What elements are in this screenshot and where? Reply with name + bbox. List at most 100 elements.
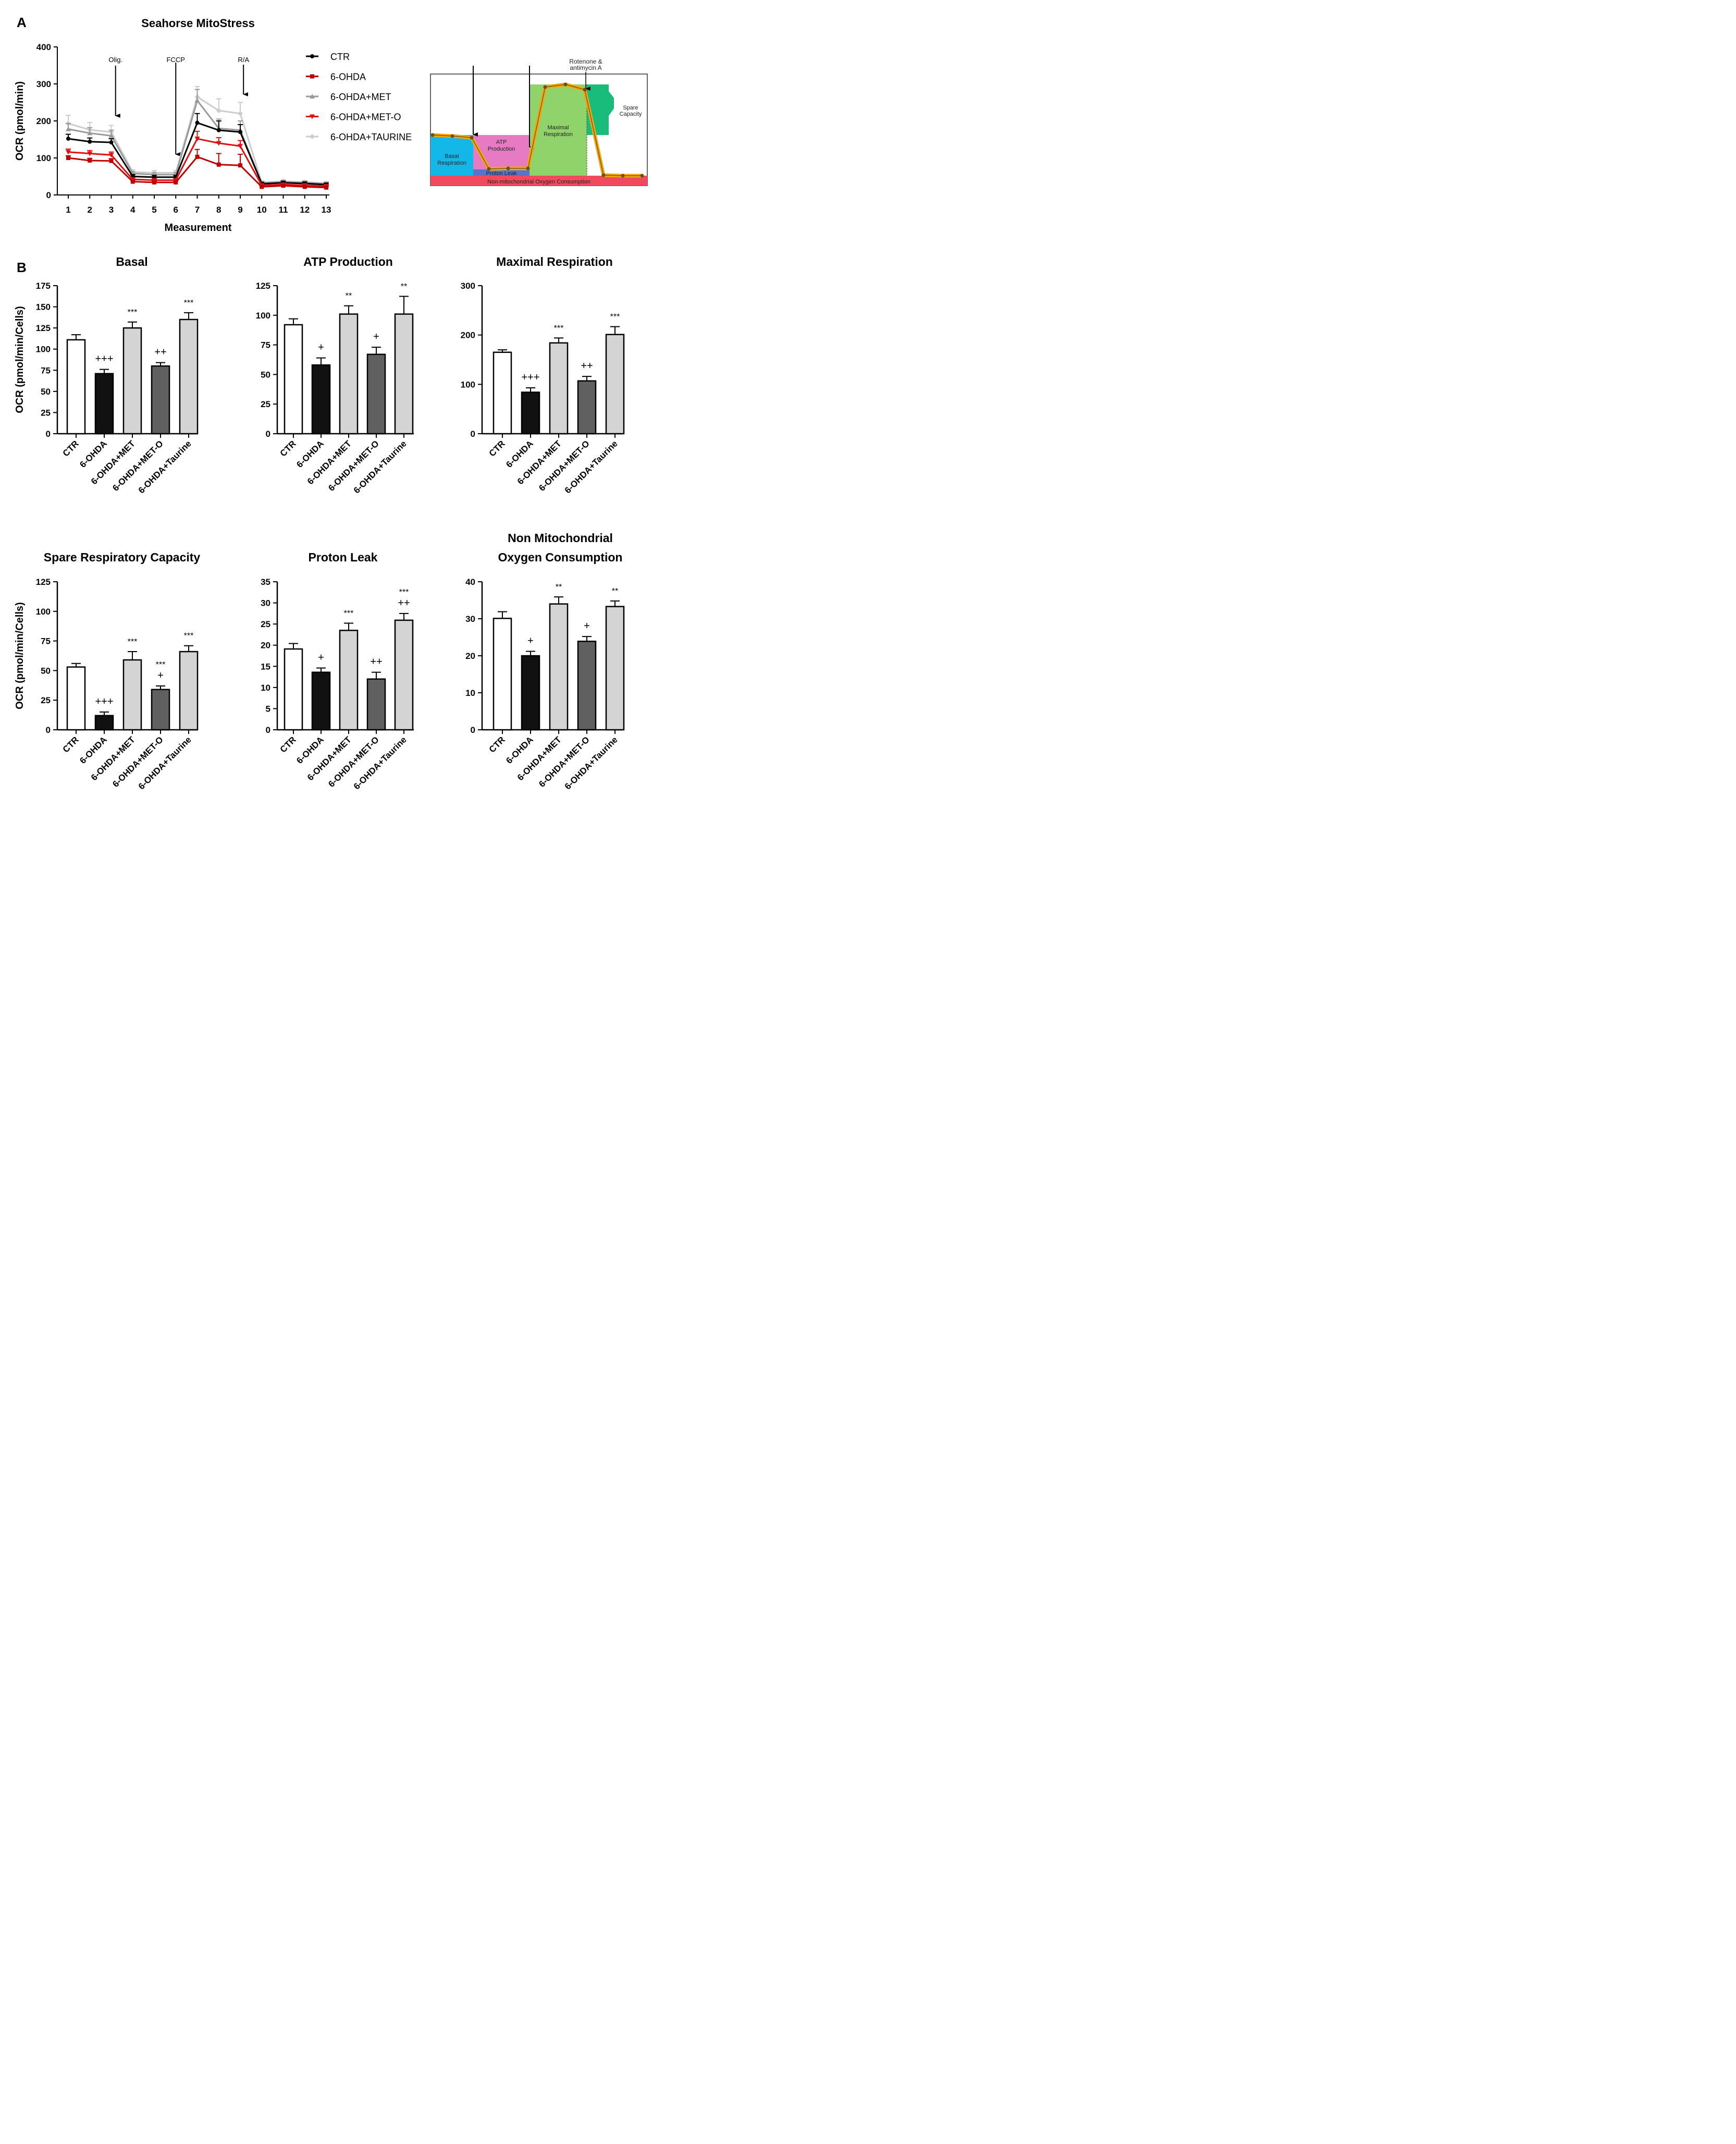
data-point — [310, 114, 315, 119]
non-mito-label: Non-mitochondrial Oxygen Consumption — [487, 179, 590, 185]
y-tick-label: 20 — [465, 651, 475, 661]
trace-point — [640, 174, 644, 178]
bar — [394, 619, 414, 731]
data-point — [87, 151, 93, 156]
atp-production-bar-chart: ATP Production0255075100125CTR+6-OHDA**6… — [256, 255, 414, 495]
y-tick-label: 20 — [261, 641, 270, 651]
category-label: 6-OHDA+MET-O — [537, 734, 592, 789]
data-point — [88, 158, 92, 163]
proton-leak-label: Proton Leak — [486, 170, 517, 177]
x-tick-label: 11 — [279, 205, 288, 215]
significance-label: +++ — [95, 353, 113, 365]
chart-title: Seahorse MitoStress — [141, 17, 255, 30]
y-tick-label: 50 — [261, 370, 270, 379]
bar — [122, 327, 142, 435]
trace-core — [432, 84, 642, 176]
series-line — [68, 138, 327, 187]
annotation-label: R/A — [238, 56, 249, 64]
category-label: 6-OHDA+MET-O — [326, 438, 381, 493]
y-tick-label: 0 — [46, 725, 51, 735]
y-tick-label: 100 — [36, 607, 51, 617]
significance-label: +++ — [95, 696, 113, 707]
y-tick-label: 30 — [465, 614, 475, 624]
data-point — [216, 162, 221, 167]
category-label: 6-OHDA+Taurine — [352, 438, 409, 495]
y-tick-label: 10 — [261, 683, 270, 693]
legend-label: CTR — [330, 52, 350, 62]
bar — [521, 391, 540, 435]
y-tick-label: 75 — [41, 636, 51, 646]
y-tick-label: 25 — [41, 695, 51, 705]
trace-point — [601, 173, 606, 177]
trace-point — [450, 134, 454, 138]
bar — [521, 655, 540, 731]
series-ohda — [66, 149, 329, 190]
data-point — [194, 137, 200, 142]
data-point — [238, 144, 243, 149]
significance-label: + — [157, 670, 164, 681]
basal-bar-chart: Basal 0 25 50 75 100 125 150 175 OCR (pmol/min/Ce… — [14, 255, 199, 495]
y-tick-label: 40 — [465, 577, 475, 587]
y-axis-label: OCR (pmol/min) — [14, 81, 26, 161]
significance-label: ++ — [154, 347, 166, 358]
x-tick-label: 10 — [257, 205, 267, 215]
bar — [605, 334, 625, 435]
significance-label: *** — [128, 308, 138, 317]
category-label: 6-OHDA+MET-O — [110, 438, 165, 493]
data-point — [174, 180, 178, 185]
trace-point — [487, 167, 491, 171]
data-point — [310, 134, 315, 139]
category-label: 6-OHDA+Taurine — [137, 734, 193, 791]
data-point — [238, 163, 242, 168]
significance-label: + — [584, 620, 590, 632]
trace-point — [563, 82, 568, 87]
proton-leak-region — [473, 169, 530, 176]
data-point — [194, 97, 200, 103]
data-point — [302, 185, 307, 189]
data-point — [195, 120, 200, 125]
category-label: CTR — [487, 734, 507, 754]
y-tick-label: 0 — [471, 725, 475, 735]
significance-label: ** — [401, 282, 407, 291]
maximal-region — [530, 84, 587, 176]
data-point — [130, 179, 135, 184]
y-tick-label: 25 — [261, 399, 270, 409]
bar — [311, 364, 331, 435]
bar — [605, 606, 625, 731]
bar — [151, 689, 170, 731]
y-tick-label: 0 — [471, 429, 475, 439]
y-tick-label: 50 — [41, 387, 51, 397]
trace-point — [583, 88, 587, 92]
y-tick-label: 300 — [461, 281, 475, 291]
y-tick-label: 200 — [36, 116, 51, 126]
y-tick-label: 50 — [41, 666, 51, 676]
bar — [549, 603, 569, 731]
data-point — [310, 74, 314, 79]
significance-label: ** — [346, 292, 352, 301]
y-tick-label: 10 — [465, 688, 475, 698]
x-tick-label: 4 — [130, 205, 136, 215]
data-point — [310, 54, 314, 58]
data-point — [260, 185, 264, 189]
significance-label: +++ — [521, 372, 539, 383]
spare-capacity-bar-chart: Spare Respiratory Capacity 0 25 50 75 100 125 O… — [14, 550, 200, 791]
bar — [179, 318, 199, 435]
significance-label: *** — [554, 324, 564, 333]
x-axis-label: Measurement — [165, 222, 232, 234]
data-point — [66, 137, 70, 141]
chart-title: Proton Leak — [309, 550, 378, 564]
significance-label: ** — [556, 583, 562, 592]
panel-label-b: B — [17, 260, 27, 275]
annotation-label: FCCP — [167, 56, 185, 64]
y-tick-label: 100 — [461, 379, 475, 389]
data-point — [88, 139, 92, 144]
y-tick-label: 0 — [46, 190, 51, 200]
bar — [366, 678, 386, 731]
bar — [311, 671, 331, 731]
y-tick-label: 0 — [266, 725, 270, 735]
y-axis-label: OCR (pmol/min/Cells) — [14, 602, 26, 709]
category-label: 6-OHDA+MET-O — [537, 438, 592, 493]
atp-label-2: Production — [488, 146, 515, 152]
bar — [151, 365, 170, 435]
